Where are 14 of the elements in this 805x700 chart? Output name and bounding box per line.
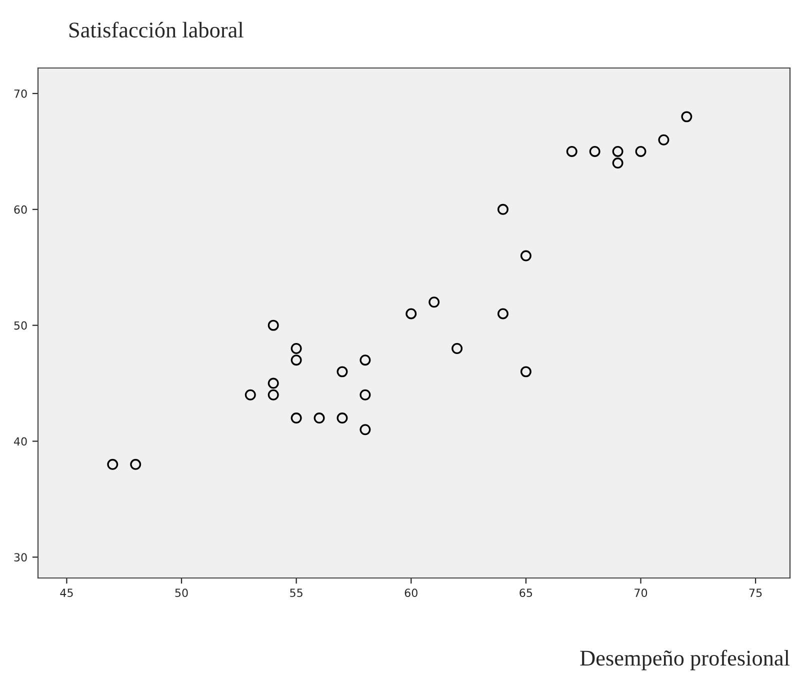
y-tick-label: 40 bbox=[14, 437, 27, 446]
y-axis-title: Satisfacción laboral bbox=[69, 22, 244, 38]
y-tick-label: 70 bbox=[14, 89, 27, 98]
x-tick-label: 75 bbox=[749, 588, 762, 598]
x-tick-label: 60 bbox=[404, 588, 418, 598]
x-axis-title: Desempeño profesional bbox=[580, 650, 790, 670]
y-tick-label: 30 bbox=[14, 553, 27, 562]
x-tick-label: 50 bbox=[175, 588, 188, 598]
y-tick-label: 60 bbox=[14, 205, 27, 214]
x-tick-label: 70 bbox=[634, 588, 648, 598]
y-tick-label: 50 bbox=[14, 321, 27, 330]
x-tick-label: 45 bbox=[60, 588, 73, 598]
x-tick-label: 65 bbox=[520, 588, 532, 598]
x-tick-label: 55 bbox=[290, 588, 302, 598]
